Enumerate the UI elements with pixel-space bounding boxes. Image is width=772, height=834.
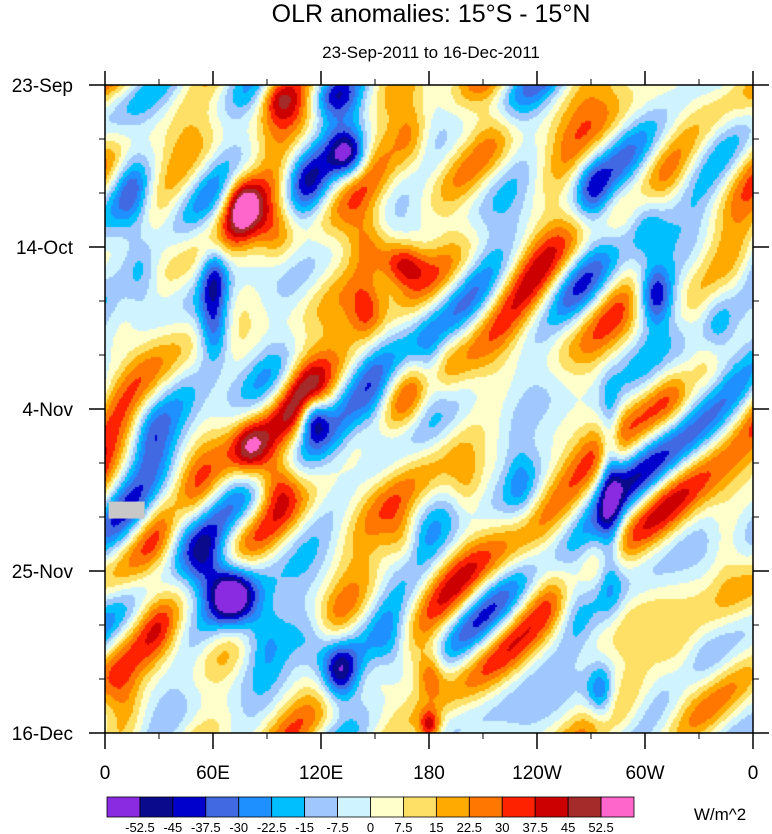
colorbar-level-label: -37.5 [191, 820, 221, 834]
y-tick-label: 4-Nov [22, 400, 73, 421]
colorbar-swatch [534, 796, 569, 818]
colorbar-swatch [501, 796, 536, 818]
colorbar-swatch [600, 796, 635, 818]
plot-area [105, 85, 753, 733]
chart-subtitle: 23-Sep-2011 to 16-Dec-2011 [322, 43, 540, 62]
colorbar-swatch [337, 796, 371, 818]
colorbar-level-label: 7.5 [394, 820, 412, 834]
colorbar-swatch [172, 796, 207, 818]
colorbar-swatch [403, 796, 437, 818]
y-tick-label: 16-Dec [12, 724, 73, 745]
colorbar-level-label: -7.5 [326, 820, 348, 834]
colorbar-swatch [238, 796, 273, 818]
colorbar-level-label: 0 [367, 820, 374, 834]
x-tick-label: 0 [748, 763, 759, 784]
y-tick-label: 14-Oct [16, 238, 74, 259]
heatmap-field [105, 85, 753, 733]
x-tick-label: 0 [100, 763, 111, 784]
colorbar-level-label: 52.5 [588, 820, 613, 834]
colorbar-level-label: 45 [561, 820, 575, 834]
x-tick-label: 180 [413, 763, 445, 784]
colorbar-level-label: 37.5 [523, 820, 548, 834]
chart-title: OLR anomalies: 15°S - 15°N [272, 0, 591, 28]
colorbar-level-label: -22.5 [257, 820, 287, 834]
y-tick-label: 25-Nov [12, 562, 74, 583]
colorbar-swatch [468, 796, 503, 818]
y-axis: 23-Sep 14-Oct 4-Nov 25-Nov 16-Dec [12, 76, 769, 745]
colorbar-swatch [205, 796, 240, 818]
colorbar-swatch [271, 796, 306, 818]
colorbar-swatch [304, 796, 338, 818]
colorbar-level-label: 30 [495, 820, 509, 834]
colorbar-units: W/m^2 [694, 805, 746, 824]
colorbar-swatch [139, 796, 174, 818]
colorbar-level-label: -52.5 [125, 820, 155, 834]
colorbar-level-label: -45 [163, 820, 182, 834]
x-tick-label: 60W [625, 763, 664, 784]
missing-data-patch [108, 501, 145, 519]
colorbar-swatch [567, 796, 602, 818]
x-axis: 0 60E 120E 180 120W 60W 0 [100, 71, 759, 784]
colorbar-level-label: 22.5 [457, 820, 482, 834]
colorbar-swatch [106, 796, 141, 818]
colorbar: -52.5 -45 -37.5 -30 -22.5 -15 -7.5 0 7.5 15 22.5 30… [106, 796, 635, 834]
x-tick-label: 60E [196, 763, 230, 784]
y-tick-label: 23-Sep [12, 76, 73, 97]
colorbar-level-label: 15 [429, 820, 443, 834]
x-tick-label: 120E [299, 763, 343, 784]
colorbar-swatch [370, 796, 404, 818]
colorbar-level-label: -15 [295, 820, 314, 834]
colorbar-level-label: -30 [229, 820, 248, 834]
x-tick-label: 120W [512, 763, 562, 784]
colorbar-swatch [435, 796, 470, 818]
